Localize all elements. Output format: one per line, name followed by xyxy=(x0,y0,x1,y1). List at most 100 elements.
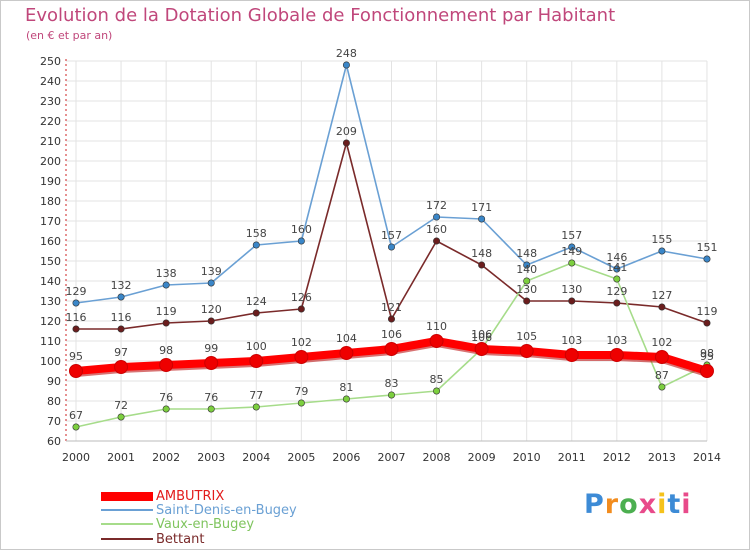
point-bettant xyxy=(478,261,486,269)
legend-label: AMBUTRIX xyxy=(156,488,225,504)
data-label-saint-denis-en-bugey: 155 xyxy=(651,233,672,246)
x-tick-label: 2000 xyxy=(62,451,90,464)
data-label-bettant: 130 xyxy=(516,283,537,296)
y-tick-label: 130 xyxy=(40,295,61,308)
data-label-ambutrix: 95 xyxy=(69,350,83,363)
data-label-ambutrix: 100 xyxy=(246,340,267,353)
point-bettant xyxy=(117,325,125,333)
data-label-vaux-en-bugey: 140 xyxy=(516,263,537,276)
x-tick-label: 2003 xyxy=(197,451,225,464)
point-bettant xyxy=(297,305,305,313)
y-tick-label: 80 xyxy=(47,395,61,408)
data-label-ambutrix: 106 xyxy=(381,328,402,341)
data-label-saint-denis-en-bugey: 132 xyxy=(111,279,132,292)
data-label-ambutrix: 105 xyxy=(516,330,537,343)
y-tick-label: 90 xyxy=(47,375,61,388)
point-saint-denis-en-bugey xyxy=(658,247,666,255)
data-label-saint-denis-en-bugey: 158 xyxy=(246,227,267,240)
point-bettant xyxy=(703,319,711,327)
point-ambutrix xyxy=(339,346,354,360)
point-vaux-en-bugey xyxy=(658,383,666,391)
point-vaux-en-bugey xyxy=(297,399,305,407)
data-label-ambutrix: 106 xyxy=(471,328,492,341)
legend-swatch xyxy=(101,491,153,501)
data-label-saint-denis-en-bugey: 148 xyxy=(516,247,537,260)
y-tick-label: 220 xyxy=(40,115,61,128)
data-label-bettant: 127 xyxy=(651,289,672,302)
data-label-ambutrix: 99 xyxy=(204,342,218,355)
data-label-bettant: 126 xyxy=(291,291,312,304)
y-tick-label: 240 xyxy=(40,75,61,88)
x-tick-label: 2014 xyxy=(693,451,721,464)
data-label-vaux-en-bugey: 77 xyxy=(249,389,263,402)
point-saint-denis-en-bugey xyxy=(207,279,215,287)
proxiti-logo: Proxiti xyxy=(584,489,692,520)
point-bettant xyxy=(523,297,531,305)
point-ambutrix xyxy=(429,334,444,348)
point-bettant xyxy=(342,139,350,147)
data-label-bettant: 116 xyxy=(66,311,87,324)
point-vaux-en-bugey xyxy=(72,423,80,431)
point-saint-denis-en-bugey xyxy=(613,265,621,273)
data-label-saint-denis-en-bugey: 157 xyxy=(381,229,402,242)
point-bettant xyxy=(252,309,260,317)
logo-letter: o xyxy=(619,489,639,520)
legend-swatch xyxy=(101,538,153,540)
logo-letter: t xyxy=(667,489,682,520)
data-label-saint-denis-en-bugey: 151 xyxy=(696,241,717,254)
data-label-bettant: 116 xyxy=(111,311,132,324)
point-vaux-en-bugey xyxy=(523,277,531,285)
data-label-saint-denis-en-bugey: 138 xyxy=(156,267,177,280)
chart-subtitle: (en € et par an) xyxy=(26,29,113,42)
x-tick-label: 2001 xyxy=(107,451,135,464)
point-vaux-en-bugey xyxy=(433,387,441,395)
y-tick-label: 190 xyxy=(40,175,61,188)
point-bettant xyxy=(72,325,80,333)
data-label-ambutrix: 103 xyxy=(606,334,627,347)
point-saint-denis-en-bugey xyxy=(478,215,486,223)
data-label-vaux-en-bugey: 98 xyxy=(700,347,714,360)
y-tick-label: 160 xyxy=(40,235,61,248)
point-ambutrix xyxy=(159,358,174,372)
legend-label: Saint-Denis-en-Bugey xyxy=(156,502,297,518)
data-label-saint-denis-en-bugey: 146 xyxy=(606,251,627,264)
point-saint-denis-en-bugey xyxy=(387,243,395,251)
data-label-ambutrix: 95 xyxy=(700,350,714,363)
y-tick-label: 140 xyxy=(40,275,61,288)
data-label-vaux-en-bugey: 79 xyxy=(294,385,308,398)
point-bettant xyxy=(658,303,666,311)
data-label-saint-denis-en-bugey: 129 xyxy=(66,285,87,298)
x-tick-label: 2008 xyxy=(423,451,451,464)
point-vaux-en-bugey xyxy=(568,259,576,267)
y-tick-label: 100 xyxy=(40,355,61,368)
point-ambutrix xyxy=(474,342,489,356)
point-bettant xyxy=(387,315,395,323)
point-ambutrix xyxy=(609,348,624,362)
data-label-bettant: 130 xyxy=(561,283,582,296)
data-label-bettant: 121 xyxy=(381,301,402,314)
data-label-saint-denis-en-bugey: 157 xyxy=(561,229,582,242)
data-label-bettant: 209 xyxy=(336,125,357,138)
x-tick-label: 2013 xyxy=(648,451,676,464)
point-saint-denis-en-bugey xyxy=(297,237,305,245)
data-label-ambutrix: 110 xyxy=(426,320,447,333)
point-saint-denis-en-bugey xyxy=(568,243,576,251)
y-tick-label: 70 xyxy=(47,415,61,428)
data-label-vaux-en-bugey: 83 xyxy=(384,377,398,390)
y-tick-label: 170 xyxy=(40,215,61,228)
point-ambutrix xyxy=(69,364,83,378)
data-label-vaux-en-bugey: 149 xyxy=(561,245,582,258)
y-tick-label: 210 xyxy=(40,135,61,148)
data-label-bettant: 119 xyxy=(156,305,177,318)
point-vaux-en-bugey xyxy=(387,391,395,399)
y-tick-label: 120 xyxy=(40,315,61,328)
series xyxy=(69,61,714,431)
point-ambutrix xyxy=(654,350,669,364)
data-label-bettant: 160 xyxy=(426,223,447,236)
data-label-vaux-en-bugey: 87 xyxy=(655,369,669,382)
data-label-ambutrix: 104 xyxy=(336,332,357,345)
data-label-ambutrix: 98 xyxy=(159,344,173,357)
data-label-ambutrix: 97 xyxy=(114,346,128,359)
data-label-vaux-en-bugey: 76 xyxy=(159,391,173,404)
